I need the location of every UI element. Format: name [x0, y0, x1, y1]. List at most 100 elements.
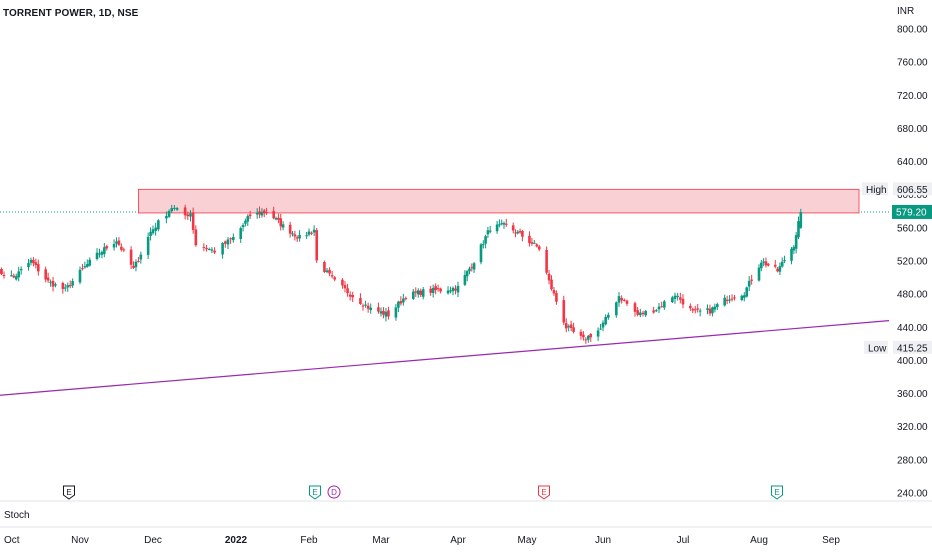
- candle[interactable]: [103, 247, 106, 254]
- candle[interactable]: [716, 304, 719, 307]
- candle[interactable]: [380, 311, 383, 313]
- candle[interactable]: [239, 228, 242, 239]
- candle[interactable]: [797, 221, 800, 237]
- candle[interactable]: [437, 288, 440, 289]
- candle[interactable]: [795, 235, 798, 248]
- candle[interactable]: [263, 210, 266, 212]
- candle[interactable]: [152, 229, 155, 233]
- candle[interactable]: [658, 307, 661, 310]
- candle[interactable]: [660, 306, 663, 307]
- candle[interactable]: [261, 212, 264, 215]
- candle[interactable]: [589, 334, 592, 337]
- candle[interactable]: [224, 241, 227, 243]
- candle[interactable]: [758, 268, 761, 281]
- candle[interactable]: [429, 289, 432, 293]
- candle[interactable]: [572, 327, 575, 331]
- candle[interactable]: [626, 301, 629, 304]
- candle[interactable]: [154, 228, 157, 231]
- candle[interactable]: [118, 240, 121, 244]
- candle[interactable]: [44, 269, 47, 279]
- candle[interactable]: [88, 260, 91, 266]
- candle[interactable]: [618, 296, 621, 303]
- candle[interactable]: [289, 225, 292, 234]
- candle[interactable]: [432, 288, 435, 293]
- candle[interactable]: [229, 238, 232, 239]
- candle[interactable]: [369, 308, 372, 310]
- candle[interactable]: [692, 309, 695, 310]
- candle[interactable]: [64, 288, 67, 289]
- candle[interactable]: [13, 276, 16, 278]
- candle[interactable]: [49, 282, 52, 283]
- candle[interactable]: [294, 234, 297, 236]
- candle[interactable]: [249, 215, 252, 216]
- candle[interactable]: [66, 285, 69, 287]
- candle[interactable]: [582, 335, 585, 338]
- candle[interactable]: [767, 264, 770, 266]
- candle[interactable]: [482, 244, 485, 245]
- candle[interactable]: [674, 296, 677, 299]
- candle[interactable]: [457, 286, 460, 293]
- candle[interactable]: [98, 253, 101, 254]
- candle[interactable]: [86, 264, 89, 267]
- candle[interactable]: [793, 247, 796, 250]
- candle[interactable]: [400, 301, 403, 303]
- candle[interactable]: [466, 271, 469, 276]
- candle[interactable]: [531, 242, 534, 244]
- candle[interactable]: [149, 232, 152, 236]
- candle[interactable]: [728, 300, 731, 301]
- candle[interactable]: [779, 266, 782, 271]
- candle[interactable]: [519, 231, 522, 232]
- candle[interactable]: [706, 308, 709, 310]
- candle[interactable]: [679, 297, 682, 299]
- candle[interactable]: [349, 295, 352, 297]
- candle[interactable]: [500, 223, 503, 224]
- candle[interactable]: [800, 212, 803, 228]
- candle[interactable]: [291, 233, 294, 234]
- candle[interactable]: [602, 323, 605, 328]
- candle[interactable]: [484, 236, 487, 243]
- candle[interactable]: [615, 302, 618, 315]
- candle[interactable]: [96, 253, 99, 259]
- candle[interactable]: [521, 231, 524, 237]
- resistance-zone[interactable]: [138, 189, 859, 213]
- candle[interactable]: [743, 295, 746, 297]
- candle[interactable]: [27, 263, 30, 267]
- candle[interactable]: [405, 298, 408, 299]
- candle[interactable]: [545, 250, 548, 273]
- candle[interactable]: [489, 231, 492, 232]
- candle[interactable]: [256, 212, 259, 214]
- candle[interactable]: [512, 225, 515, 230]
- candle[interactable]: [503, 223, 506, 224]
- candle[interactable]: [676, 296, 679, 297]
- candle[interactable]: [277, 218, 280, 220]
- candle[interactable]: [419, 291, 422, 295]
- candle[interactable]: [567, 326, 570, 327]
- candle[interactable]: [265, 212, 268, 213]
- candle[interactable]: [189, 213, 192, 216]
- candle[interactable]: [132, 266, 135, 268]
- candle[interactable]: [765, 261, 768, 265]
- candle[interactable]: [203, 247, 206, 248]
- candle[interactable]: [279, 218, 282, 226]
- candle[interactable]: [620, 298, 623, 300]
- candle[interactable]: [184, 207, 187, 215]
- candle[interactable]: [587, 336, 590, 340]
- candle[interactable]: [246, 216, 249, 221]
- candle[interactable]: [655, 310, 658, 311]
- candle[interactable]: [221, 243, 224, 254]
- candle[interactable]: [313, 230, 316, 233]
- candle[interactable]: [0, 269, 3, 274]
- candle[interactable]: [498, 224, 501, 225]
- candle[interactable]: [147, 237, 150, 255]
- candle[interactable]: [634, 303, 637, 312]
- candle[interactable]: [412, 292, 415, 299]
- candle[interactable]: [639, 313, 642, 316]
- candle[interactable]: [585, 339, 588, 340]
- candle[interactable]: [275, 218, 278, 219]
- candle[interactable]: [538, 246, 541, 249]
- candle[interactable]: [328, 270, 331, 274]
- candle[interactable]: [623, 300, 626, 301]
- candle[interactable]: [170, 208, 173, 211]
